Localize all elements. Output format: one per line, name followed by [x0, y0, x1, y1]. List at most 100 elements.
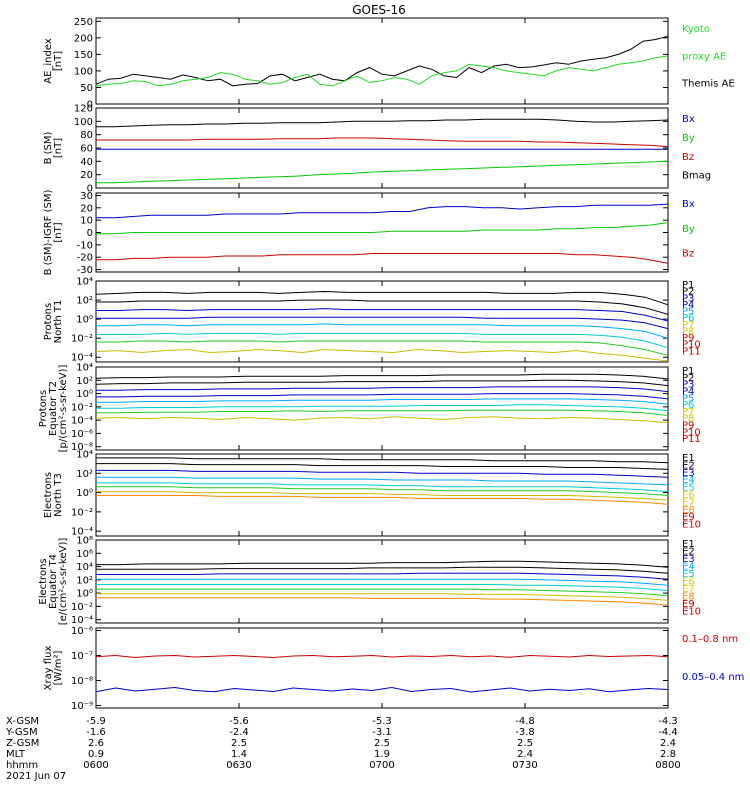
ytick-label: 20: [80, 170, 93, 181]
legend-entry: Bx: [682, 114, 695, 125]
series-line-8: [96, 495, 669, 505]
ylabel-text: B (SM)[nT]: [43, 131, 64, 164]
series-line-5: [96, 482, 669, 493]
legend-entry: P10: [682, 427, 701, 438]
footer-value: 2.4: [660, 738, 676, 749]
legend-entry: P9: [682, 421, 694, 432]
ylabel: ProtonsNorth T1: [43, 300, 64, 344]
legend-entry: Bx: [682, 199, 695, 210]
legend-entry: E2: [682, 460, 695, 471]
ytick-label: 10⁶: [76, 549, 93, 560]
series-line-2: [96, 566, 669, 574]
legend-entry: P4: [682, 386, 694, 397]
ytick-label: 10: [80, 216, 93, 227]
series-line-1: [95, 290, 669, 306]
panel-frame: [95, 539, 669, 624]
ytick-label: 10⁴: [76, 277, 93, 288]
legend-entry: P2: [682, 287, 694, 298]
legend-entry: proxy AE: [682, 51, 726, 62]
series-line-7: [96, 491, 669, 501]
series-line-3: [96, 386, 669, 393]
series-line-8: [95, 349, 669, 362]
ytick-label: 10⁻⁹: [71, 701, 93, 712]
ylabel-text: B (SM)-IGRF (SM)[nT]: [43, 190, 64, 276]
ytick-label: 150: [74, 50, 93, 61]
series-line-1: [96, 118, 669, 128]
series-line-2: [95, 379, 669, 387]
ytick-label: 50: [80, 83, 93, 94]
legend-entry: Themis AE: [681, 79, 735, 90]
panel-2: 0 20 40 60 80 100 120 B (SM)[nT] Bx By Bz Bmag: [43, 104, 711, 195]
series-line-2: [95, 686, 669, 693]
ytick-label: 10⁻⁴: [71, 416, 93, 427]
ytick-label: 10²: [76, 575, 93, 586]
ytick-label: 10⁻²: [71, 602, 93, 613]
legend-entry: Kyoto: [682, 24, 710, 35]
ylabel-text: ProtonsNorth T1: [43, 300, 64, 344]
footer-value: 2.4: [517, 749, 533, 760]
footer-row-label: MLT: [6, 749, 26, 760]
panel-1: 0 50 100 150 200 250 AE_index[nT] Kyoto proxy AE…: [43, 17, 735, 111]
legend-entry: P5: [682, 393, 694, 404]
series-line-3: [96, 253, 669, 264]
footer-value: 2.5: [231, 738, 247, 749]
legend-entry: 0.05–0.4 nm: [682, 672, 744, 683]
legend-entry: P6: [682, 400, 694, 411]
ytick-label: 200: [74, 33, 93, 44]
legend-entry: P5: [682, 307, 694, 318]
ytick-label: 120: [74, 104, 93, 115]
ylabel: AE_index[nT]: [43, 38, 64, 84]
legend-entry: P8: [682, 414, 694, 425]
panel-frame: [95, 627, 669, 709]
ytick-label: 30: [80, 191, 93, 202]
legend-entry: P2: [682, 373, 694, 384]
series-line-2: [96, 137, 669, 148]
series-line-4: [96, 476, 669, 486]
ytick-label: -20: [77, 253, 93, 264]
ytick-label: 10⁴: [76, 562, 93, 573]
legend-entry: P1: [682, 280, 694, 291]
legend-entry: P1: [682, 366, 694, 377]
legend-entry: 0.1–0.8 nm: [682, 634, 738, 645]
legend-entry: E5: [682, 483, 695, 494]
ytick-label: 10⁻⁸: [71, 676, 93, 687]
series-line-7: [96, 340, 669, 356]
series-line-2: [95, 55, 669, 87]
legend-entry: P11: [682, 434, 701, 445]
legend-entry: E4: [682, 562, 695, 573]
legend-entry: E6: [682, 577, 695, 588]
ylabel: ProtonsEquator T2[p/(cm²-s-sr-keV)]: [38, 365, 69, 453]
legend-entry: E6: [682, 490, 695, 501]
ytick-label: 10⁻²: [71, 334, 93, 345]
series-line-3: [96, 572, 669, 580]
footer-row-label: X-GSM: [6, 716, 39, 727]
ylabel-text: ElectronsEquator T4[e/(cm²-s-sr-keV)]: [38, 538, 69, 626]
legend-entry: Bmag: [682, 171, 711, 182]
series-line-5: [96, 398, 669, 405]
series-line-2: [96, 222, 669, 235]
ytick-label: 10²: [76, 296, 93, 307]
ytick-label: -30: [77, 265, 93, 276]
series-line-6: [96, 332, 669, 349]
legend-entry: By: [682, 133, 695, 144]
series-line-6: [96, 588, 669, 597]
legend-entry: P11: [682, 346, 701, 357]
legend-entry: E1: [682, 539, 695, 550]
legend-entry: E3: [682, 554, 695, 565]
ytick-label: 10⁰: [76, 389, 93, 400]
ylabel-text: ElectronsNorth T3: [43, 472, 64, 518]
footer-value: -5.6: [229, 716, 249, 727]
series-line-6: [96, 404, 669, 412]
ytick-label: 10⁰: [76, 488, 93, 499]
ytick-label: 10⁴: [76, 363, 93, 374]
panel-frame: [95, 366, 669, 451]
legend-entry: E8: [682, 505, 695, 516]
panel-7: 10⁻⁴ 10⁻² 10⁰ 10² 10⁴ 10⁶ 10⁸ ElectronsEquator …: [38, 536, 701, 627]
series-line-7: [96, 409, 669, 416]
legend-entry: E8: [682, 592, 695, 603]
ytick-label: 0: [87, 184, 93, 195]
legend-entry: E2: [682, 547, 695, 558]
footer-value: 2.8: [660, 749, 676, 760]
series-line-1: [95, 35, 669, 87]
